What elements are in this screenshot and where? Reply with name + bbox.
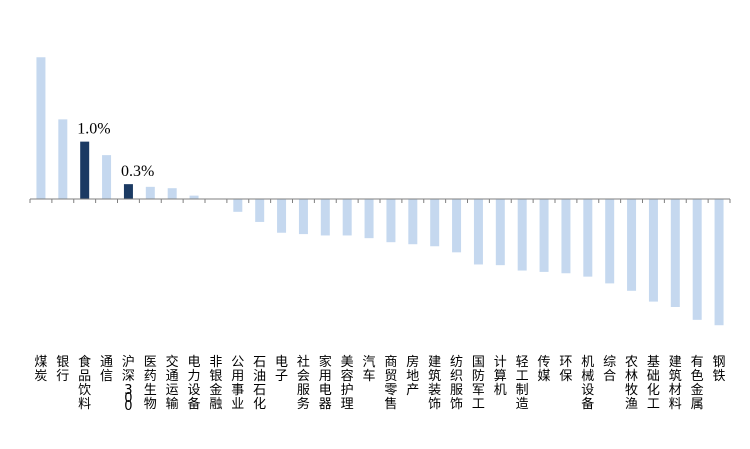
bar-19 bbox=[430, 199, 440, 247]
bar-27 bbox=[605, 199, 615, 284]
bar-3 bbox=[80, 141, 90, 200]
bar-4 bbox=[102, 155, 112, 200]
category-label-4: 通信 bbox=[100, 355, 113, 384]
bars-group bbox=[36, 57, 724, 326]
category-label-2: 银行 bbox=[56, 355, 69, 384]
data-labels-group: 1.0% 0.3% bbox=[77, 121, 154, 181]
bar-13 bbox=[298, 199, 308, 235]
category-label-16: 汽车 bbox=[363, 355, 376, 384]
bar-24 bbox=[539, 199, 549, 272]
category-label-17: 商贸零售 bbox=[384, 355, 397, 412]
category-label-14: 家用电器 bbox=[319, 354, 332, 412]
category-label-7: 交通运输 bbox=[166, 354, 179, 412]
bar-31 bbox=[692, 199, 702, 320]
bar-30 bbox=[670, 199, 680, 307]
category-label-6: 医药生物 bbox=[144, 355, 157, 412]
category-label-22: 计算机 bbox=[494, 355, 507, 398]
bar-22 bbox=[495, 199, 505, 266]
bar-18 bbox=[408, 199, 418, 245]
category-label-3: 食品饮料 bbox=[78, 354, 91, 412]
category-label-31: 有色金属 bbox=[691, 355, 704, 412]
bar-1 bbox=[36, 57, 46, 199]
bar-11 bbox=[255, 199, 265, 222]
data-label: 1.0% bbox=[77, 121, 110, 138]
category-label-24: 传媒 bbox=[538, 355, 551, 384]
bar-17 bbox=[386, 199, 396, 243]
bar-28 bbox=[627, 199, 637, 291]
category-label-13: 社会服务 bbox=[297, 354, 310, 412]
category-label-29: 基础化工 bbox=[647, 355, 660, 412]
data-label: 0.3% bbox=[121, 163, 154, 180]
bar-8 bbox=[189, 195, 199, 200]
bar-16 bbox=[364, 199, 374, 239]
bar-15 bbox=[342, 199, 352, 236]
bar-26 bbox=[583, 199, 593, 277]
category-label-9: 非银金融 bbox=[209, 355, 222, 412]
bar-6 bbox=[145, 186, 155, 199]
category-label-20: 纺织服饰 bbox=[450, 355, 463, 412]
category-label-23: 轻工制造 bbox=[516, 355, 529, 412]
bar-12 bbox=[277, 199, 287, 233]
category-label-12: 电子 bbox=[275, 355, 288, 384]
category-label-26: 机械设备 bbox=[581, 355, 594, 412]
category-label-5: 沪深 3 0 0 bbox=[122, 354, 135, 414]
bar-20 bbox=[452, 199, 462, 253]
x-axis bbox=[29, 198, 731, 203]
category-label-15: 美容护理 bbox=[341, 355, 354, 412]
category-label-27: 综合 bbox=[603, 355, 616, 384]
category-label-21: 国防军工 bbox=[472, 355, 485, 412]
category-label-25: 环保 bbox=[559, 355, 572, 384]
bar-10 bbox=[233, 199, 243, 212]
category-label-8: 电力设备 bbox=[188, 355, 201, 412]
category-label-19: 建筑装饰 bbox=[428, 355, 441, 412]
bar-25 bbox=[561, 199, 571, 274]
bar-23 bbox=[517, 199, 527, 271]
category-label-32: 钢铁 bbox=[713, 355, 726, 384]
bar-21 bbox=[473, 199, 483, 265]
bar-5 bbox=[123, 184, 133, 199]
bar-32 bbox=[714, 199, 724, 326]
category-label-1: 煤炭 bbox=[34, 355, 47, 384]
bar-7 bbox=[167, 188, 177, 199]
category-label-28: 农林牧渔 bbox=[625, 355, 638, 412]
bar-14 bbox=[320, 199, 330, 236]
category-label-18: 房地产 bbox=[406, 354, 419, 398]
bar-29 bbox=[648, 199, 658, 302]
category-label-30: 建筑材料 bbox=[669, 355, 682, 412]
category-label-10: 公用事业 bbox=[231, 355, 244, 412]
category-label-11: 石油石化 bbox=[253, 355, 266, 412]
bar-2 bbox=[58, 119, 68, 199]
